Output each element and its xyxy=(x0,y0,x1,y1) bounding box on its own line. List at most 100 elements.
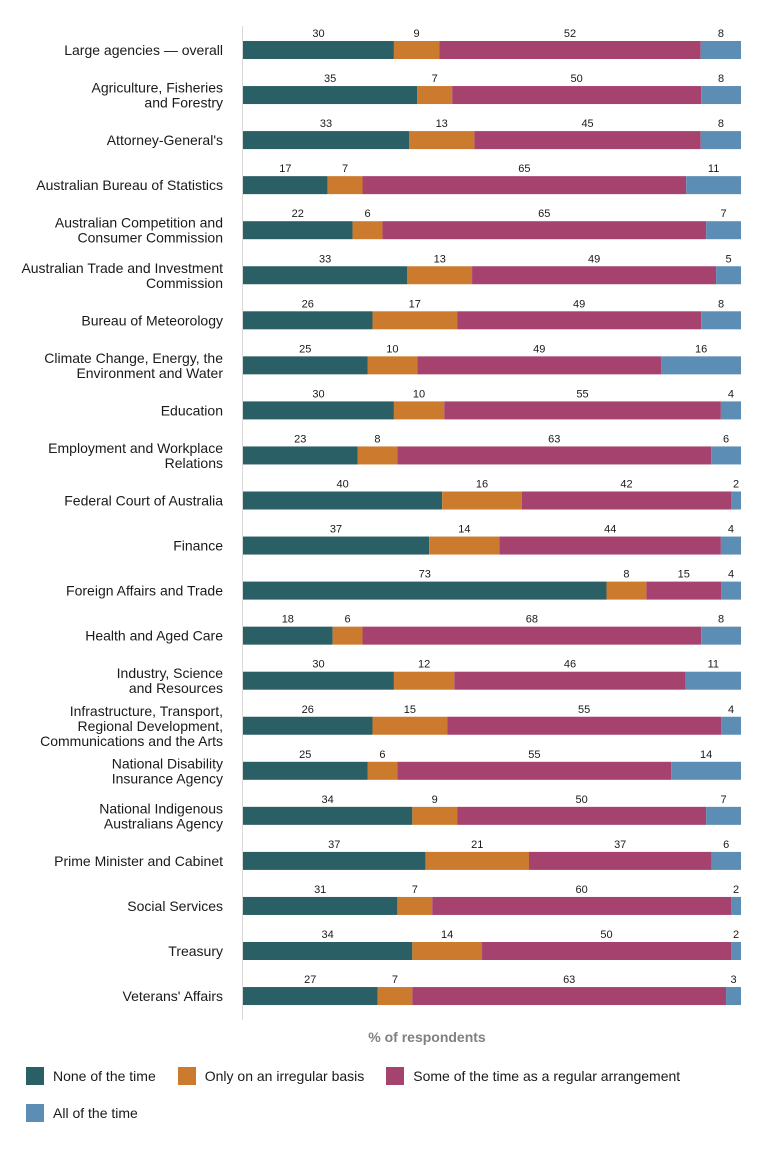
data-label: 2 xyxy=(733,929,739,941)
data-label: 22 xyxy=(292,208,304,220)
data-label: 46 xyxy=(564,659,576,671)
data-label: 50 xyxy=(600,929,612,941)
bar-segment xyxy=(362,176,687,195)
bar-segment xyxy=(474,131,701,150)
data-label: 25 xyxy=(299,749,311,761)
bar-segment xyxy=(372,311,458,330)
data-label: 30 xyxy=(312,388,324,400)
bar-segment xyxy=(528,851,712,870)
bar-segment xyxy=(352,221,383,240)
x-axis-title: % of respondents xyxy=(368,1029,486,1045)
bar-segment xyxy=(425,851,529,870)
category-label: Agriculture, Fisheries xyxy=(92,80,224,96)
data-label: 65 xyxy=(518,163,530,175)
bar-segment xyxy=(701,86,741,105)
bar-segment xyxy=(243,581,607,600)
category-label: Bureau of Meteorology xyxy=(81,312,223,328)
bar-segment xyxy=(243,41,394,59)
data-label: 15 xyxy=(404,704,416,716)
bar-segment xyxy=(412,942,483,960)
bar-segment xyxy=(332,626,363,645)
data-label: 7 xyxy=(342,163,348,175)
bar-segment xyxy=(439,41,701,59)
bar-segment xyxy=(362,626,702,645)
data-label: 8 xyxy=(718,614,724,626)
legend-label: Only on an irregular basis xyxy=(204,1068,365,1084)
bar-segment xyxy=(454,671,686,690)
legend-item: None of the time xyxy=(26,1066,156,1086)
data-label: 6 xyxy=(345,614,351,626)
category-label: Commission xyxy=(146,275,223,291)
bar-segment xyxy=(243,851,426,870)
legend-item: All of the time xyxy=(26,1103,138,1123)
data-label: 14 xyxy=(458,524,470,536)
data-label: 35 xyxy=(324,73,336,85)
bar-segment xyxy=(417,86,453,105)
category-label: Australian Trade and Investment xyxy=(21,260,223,276)
category-label: Employment and Workplace xyxy=(48,440,223,456)
data-label: 73 xyxy=(419,569,431,581)
bar-segment xyxy=(472,266,717,285)
data-label: 30 xyxy=(312,28,324,40)
bar-segment xyxy=(393,401,445,420)
data-label: 5 xyxy=(725,253,731,265)
data-label: 49 xyxy=(588,253,600,265)
bar-segment xyxy=(243,536,430,555)
bar-segment xyxy=(243,896,398,915)
data-label: 18 xyxy=(282,614,294,626)
bar-segment xyxy=(731,491,741,510)
category-label: Health and Aged Care xyxy=(85,628,223,644)
legend: None of the time Only on an irregular bas… xyxy=(26,1066,756,1123)
legend-label: Some of the time as a regular arrangemen… xyxy=(413,1068,681,1084)
data-label: 8 xyxy=(718,73,724,85)
bar-segment xyxy=(243,446,358,465)
bar-segment xyxy=(417,356,662,375)
data-label: 11 xyxy=(708,659,719,671)
bar-segment xyxy=(711,446,741,465)
data-label: 33 xyxy=(320,118,332,130)
category-label: Federal Court of Australia xyxy=(64,493,223,509)
bar-segment xyxy=(367,356,418,375)
legend-swatch xyxy=(386,1067,405,1085)
data-label: 17 xyxy=(279,163,291,175)
data-label: 37 xyxy=(328,839,340,851)
data-label: 13 xyxy=(436,118,448,130)
bar-segment xyxy=(444,401,721,420)
bar-segment xyxy=(243,176,328,195)
bar-segment xyxy=(731,896,741,915)
data-label: 7 xyxy=(412,884,418,896)
category-label: Climate Change, Energy, the xyxy=(44,350,223,366)
legend-item: Only on an irregular basis xyxy=(177,1066,365,1086)
category-label: Large agencies — overall xyxy=(64,42,223,58)
data-label: 7 xyxy=(392,974,398,986)
data-label: 7 xyxy=(721,208,727,220)
category-label: National Disability xyxy=(112,755,223,771)
data-label: 65 xyxy=(538,208,550,220)
data-label: 16 xyxy=(695,343,707,355)
bar-segment xyxy=(706,221,741,240)
bar-segment xyxy=(412,806,458,825)
data-label: 8 xyxy=(718,28,724,40)
data-label: 4 xyxy=(728,569,734,581)
data-label: 42 xyxy=(620,479,632,491)
data-label: 6 xyxy=(723,433,729,445)
data-label: 10 xyxy=(413,388,425,400)
bar-segment xyxy=(243,401,394,420)
data-label: 30 xyxy=(312,659,324,671)
data-label: 7 xyxy=(432,73,438,85)
legend-label: All of the time xyxy=(53,1105,138,1121)
bar-segment xyxy=(243,671,394,690)
category-label: Attorney-General's xyxy=(107,132,223,148)
bar-segment xyxy=(731,942,741,960)
bar-segment xyxy=(393,41,440,59)
bar-segment xyxy=(457,806,707,825)
bar-segment xyxy=(499,536,721,555)
data-label: 25 xyxy=(299,343,311,355)
bar-segment xyxy=(397,761,672,780)
data-label: 2 xyxy=(733,479,739,491)
data-label: 26 xyxy=(302,704,314,716)
bar-segment xyxy=(429,536,500,555)
data-label: 63 xyxy=(563,974,575,986)
category-label: Industry, Science xyxy=(117,665,224,681)
